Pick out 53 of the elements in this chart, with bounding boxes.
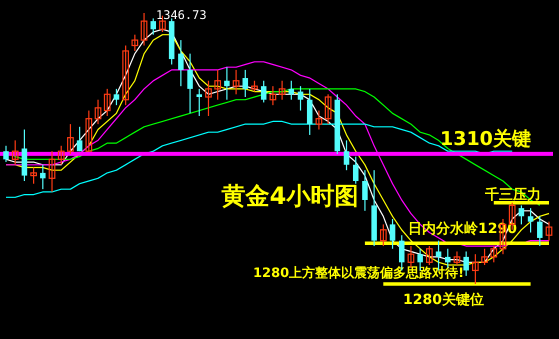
candlestick [270,86,276,106]
candlestick [324,94,332,125]
candlestick [537,216,543,247]
candlestick [224,66,230,100]
candlestick [205,80,212,117]
candlestick [140,12,148,46]
candlestick [316,110,322,130]
annotation: 1280上方整体以震荡偏多思路对待! [253,265,464,281]
candlestick [214,69,222,100]
candlestick [546,221,552,242]
candlestick [298,86,304,112]
candlestick [196,88,202,117]
candlestick [67,124,74,155]
candlestick [131,34,138,52]
candlestick [76,126,82,152]
candlestick [12,140,19,166]
text: 1280关键位 [403,291,484,308]
candlestick [352,156,358,184]
candlestick [251,80,258,92]
candlestick [3,145,9,163]
candlestick [178,40,184,87]
candlestick [150,18,156,36]
text: 黄金4小时图 [220,182,358,210]
candlestick [288,80,294,100]
annotation: 1346.73 [156,8,207,22]
candlestick [390,218,396,250]
candlestick [278,80,286,100]
candlestick [472,254,479,285]
candlestick [85,110,92,152]
candlestick [40,164,46,190]
candlestick [242,69,248,98]
candlestick [48,150,56,192]
candlestick [380,224,387,247]
ref-line-label: 1310关键 [440,128,531,150]
candlestick [94,99,102,125]
candlestick [362,170,368,212]
candlestick [426,245,433,266]
candlestick [232,69,240,95]
annotation: 千三压力 [484,186,541,203]
candlestick [187,53,193,114]
candlestick [114,88,120,106]
candlestick [463,250,469,276]
candlestick [260,80,266,104]
candlestick [481,248,488,266]
candlestick [454,250,460,266]
candlestick [528,208,534,234]
candlestick [104,88,111,117]
candlestick [518,204,524,225]
candlestick [30,166,37,184]
candlestick [58,145,65,166]
candlestick [344,140,350,171]
candlestick [490,245,498,263]
candlestick [122,44,130,106]
